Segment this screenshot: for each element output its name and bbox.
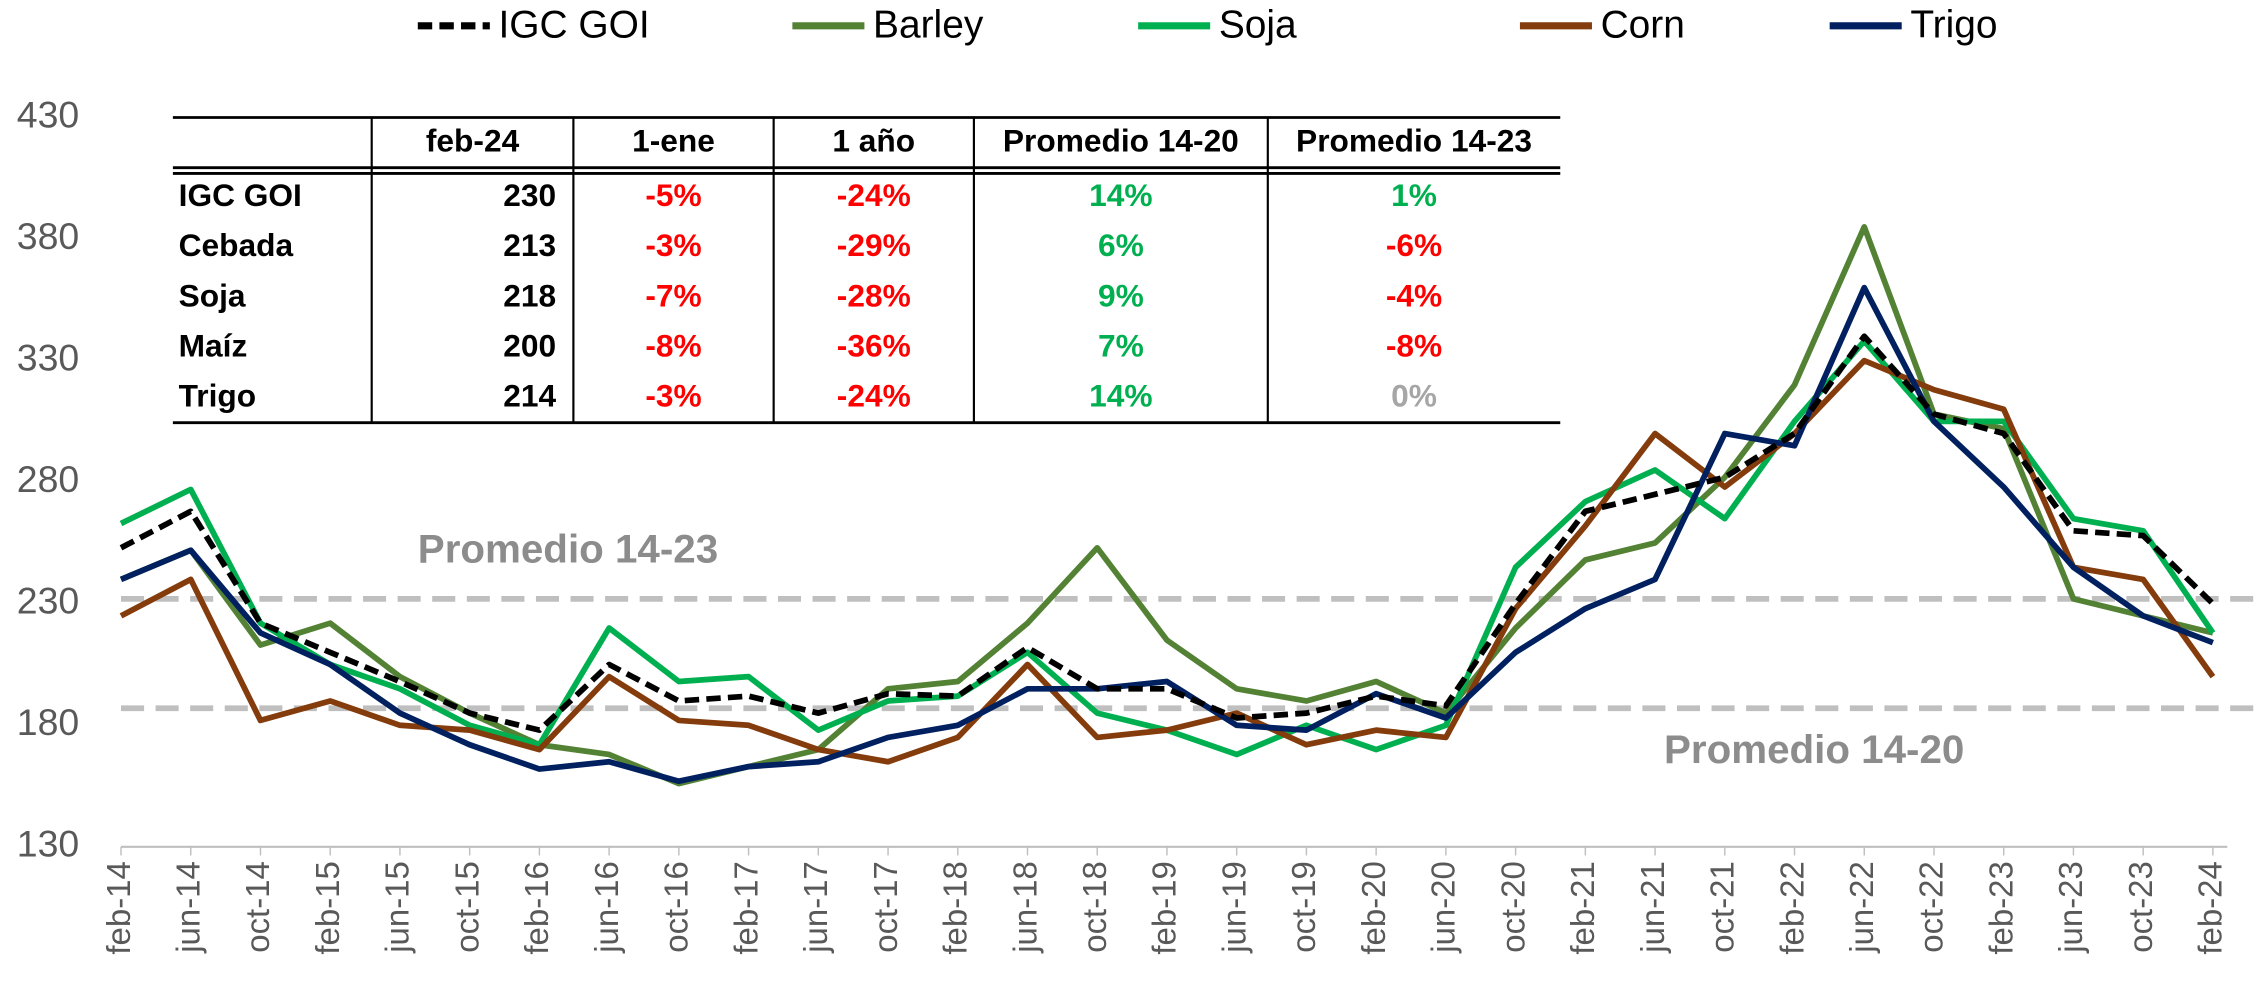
- legend-label: Soja: [1219, 4, 1297, 47]
- x-tick-label: oct-21: [1704, 861, 1741, 953]
- table-cell: 200: [503, 328, 556, 364]
- table-cell: -29%: [837, 227, 911, 263]
- table-cell: 14%: [1089, 378, 1152, 414]
- y-tick-label: 280: [17, 458, 79, 500]
- x-tick-label: jun-15: [380, 861, 417, 954]
- x-tick-label: oct-15: [449, 861, 486, 953]
- y-tick-label: 230: [17, 580, 79, 622]
- x-tick-label: feb-18: [937, 861, 974, 954]
- x-tick-label: jun-23: [2053, 861, 2090, 954]
- x-tick-label: jun-16: [589, 861, 626, 954]
- table-cell: 9%: [1098, 277, 1144, 313]
- y-tick-label: 430: [17, 93, 79, 135]
- x-tick-label: oct-17: [868, 861, 905, 953]
- table-cell: -7%: [645, 277, 701, 313]
- series-line: [119, 357, 2216, 765]
- table-cell: -24%: [837, 378, 911, 414]
- table-cell: -36%: [837, 328, 911, 364]
- x-tick-label: feb-19: [1147, 861, 1184, 954]
- x-tick-label: jun-21: [1635, 861, 1672, 954]
- row-label: IGC GOI: [179, 177, 302, 213]
- x-tick-label: oct-16: [659, 861, 696, 953]
- x-tick-label: feb-23: [1983, 861, 2020, 954]
- y-tick-label: 130: [17, 823, 79, 865]
- x-tick-label: feb-21: [1565, 861, 1602, 954]
- x-tick-label: oct-22: [1914, 861, 1951, 953]
- table-header: Promedio 14-23: [1296, 123, 1532, 159]
- table-cell: 230: [503, 177, 556, 213]
- table-cell: -24%: [837, 177, 911, 213]
- x-tick-label: feb-17: [728, 861, 765, 954]
- row-label: Soja: [179, 277, 246, 313]
- x-tick-label: jun-18: [1007, 861, 1044, 954]
- y-tick-label: 330: [17, 337, 79, 379]
- y-tick-label: 380: [17, 215, 79, 257]
- table-header: 1-ene: [632, 123, 715, 159]
- legend-label: Corn: [1601, 4, 1685, 47]
- x-tick-label: oct-20: [1495, 861, 1532, 953]
- x-tick-label: feb-22: [1774, 861, 1811, 954]
- table-cell: -5%: [645, 177, 701, 213]
- x-tick-label: feb-24: [2193, 861, 2230, 954]
- x-tick-label: feb-14: [101, 861, 138, 954]
- series-line: [119, 333, 2215, 734]
- row-label: Trigo: [179, 378, 256, 414]
- table-cell: -3%: [645, 378, 701, 414]
- x-tick-label: jun-22: [1844, 861, 1881, 954]
- row-label: Cebada: [179, 227, 294, 263]
- table-cell: 6%: [1098, 227, 1144, 263]
- x-tick-label: oct-14: [240, 861, 277, 953]
- x-tick-label: jun-20: [1426, 861, 1463, 954]
- table-cell: -4%: [1386, 277, 1442, 313]
- table-cell: -28%: [837, 277, 911, 313]
- legend-label: Barley: [873, 4, 984, 47]
- table-cell: 214: [503, 378, 556, 414]
- x-tick-label: jun-17: [798, 861, 835, 954]
- row-label: Maíz: [179, 328, 248, 364]
- table-cell: -3%: [645, 227, 701, 263]
- table-cell: -6%: [1386, 227, 1442, 263]
- table-cell: -8%: [1386, 328, 1442, 364]
- table-cell: 218: [503, 277, 556, 313]
- series-line: [119, 284, 2214, 785]
- table-header: Promedio 14-20: [1003, 123, 1239, 159]
- x-tick-label: jun-14: [170, 861, 207, 954]
- x-tick-label: oct-19: [1286, 861, 1323, 953]
- table-cell: 1%: [1391, 177, 1437, 213]
- y-tick-label: 180: [17, 701, 79, 743]
- x-tick-label: feb-15: [310, 861, 347, 954]
- table-header: feb-24: [426, 123, 520, 159]
- x-tick-label: feb-16: [519, 861, 556, 954]
- x-tick-label: jun-19: [1216, 861, 1253, 954]
- reference-label: Promedio 14-23: [418, 526, 718, 571]
- table-cell: 14%: [1089, 177, 1152, 213]
- table-header: 1 año: [832, 123, 915, 159]
- table-cell: 7%: [1098, 328, 1144, 364]
- table-cell: -8%: [645, 328, 701, 364]
- table-cell: 213: [503, 227, 556, 263]
- x-tick-label: feb-20: [1356, 861, 1393, 954]
- legend-label: IGC GOI: [498, 4, 649, 47]
- x-tick-label: oct-23: [2123, 861, 2160, 953]
- x-tick-label: oct-18: [1077, 861, 1114, 953]
- legend-label: Trigo: [1910, 4, 1997, 47]
- reference-label: Promedio 14-20: [1664, 727, 1964, 772]
- table-cell: 0%: [1391, 378, 1437, 414]
